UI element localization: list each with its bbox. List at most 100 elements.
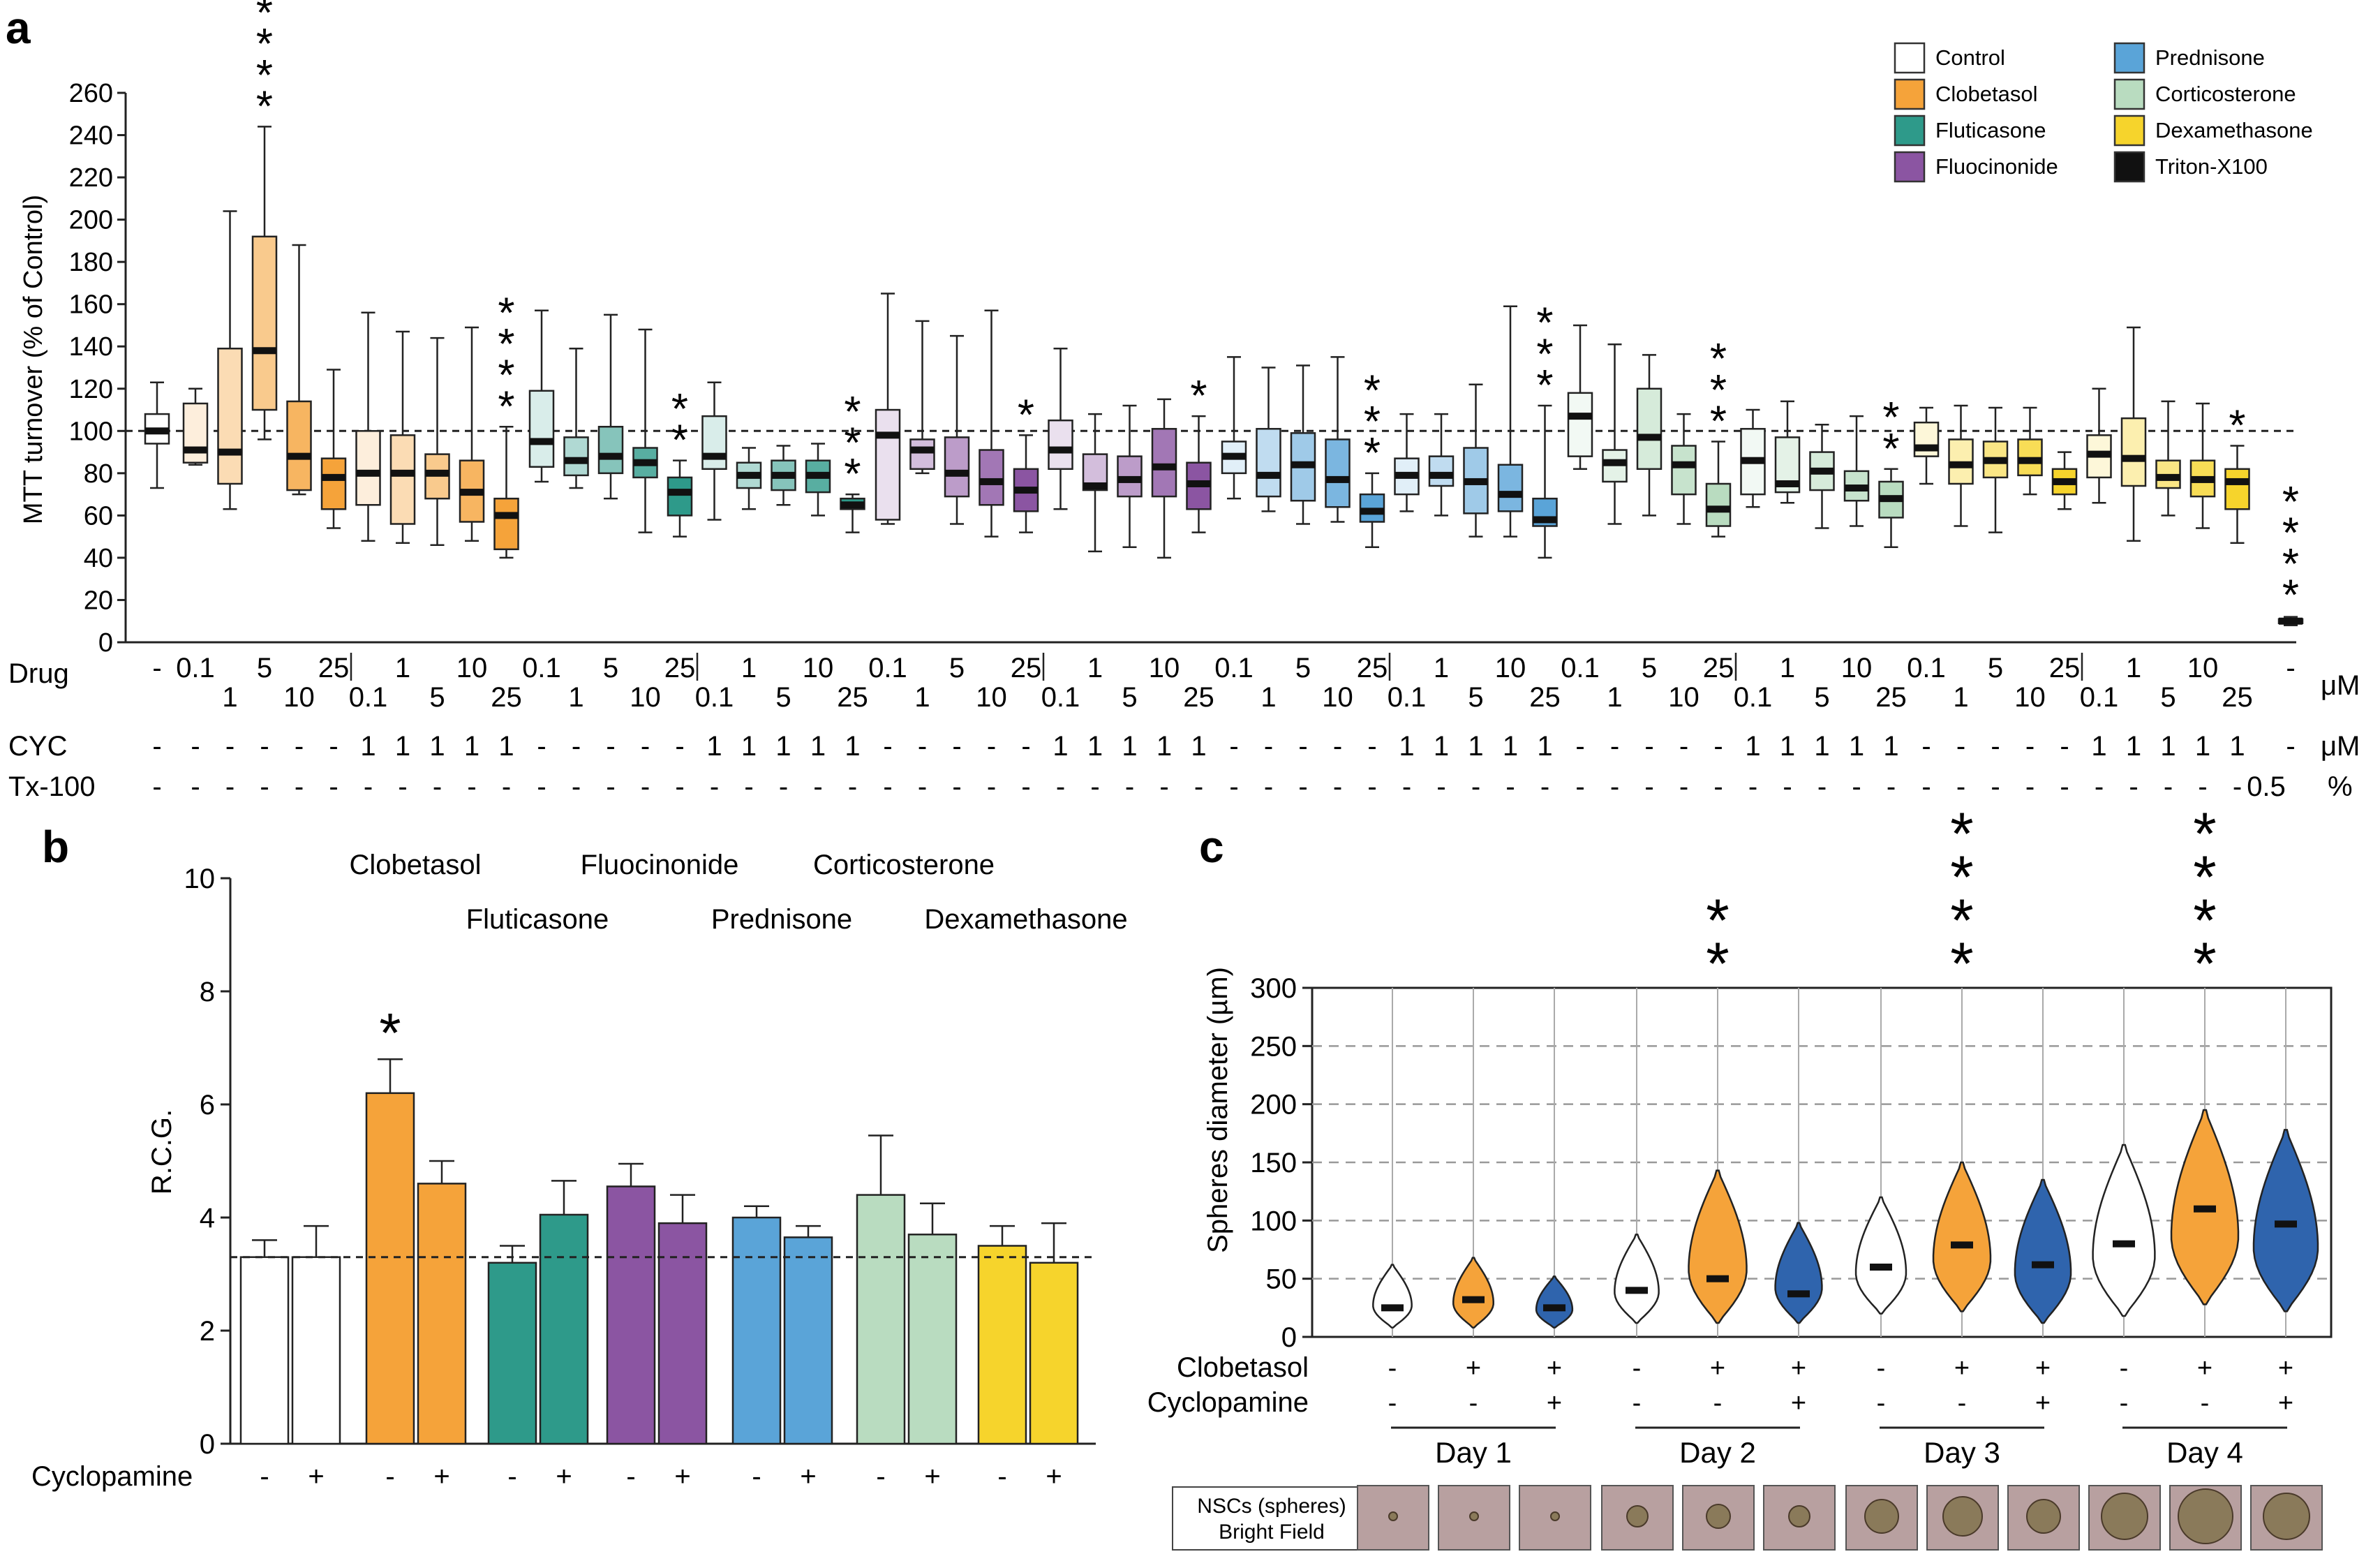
cyc-value-label: - [1229,731,1238,762]
box-median [1602,459,1627,466]
box-median [1741,457,1765,464]
box-corticosterone-5 [1740,408,1766,508]
box-corticosterone-6 [1774,400,1801,504]
cyc-value-label: - [606,731,615,762]
box-median [1984,457,2007,464]
drug-dose-label: 1 [568,682,583,713]
cyc-value-label: - [641,731,650,762]
sphere-image [2263,1493,2310,1540]
tx-value-label: - [918,771,927,802]
drug-dose-label: 1 [1260,682,1276,713]
tx-value-label: - [1748,771,1757,802]
box-dexamethasone-5 [2086,387,2112,504]
box-iqr [182,402,209,464]
cyclopamine-sign: - [260,1461,269,1492]
sphere-image [1469,1511,1479,1521]
tx-value-label: - [1575,771,1584,802]
box-iqr [979,449,1004,506]
c-y-tick-label: 0 [1281,1322,1297,1353]
significance-stars: * [1706,887,1729,954]
tx-value-label: - [1194,771,1203,802]
cyc-row-label: CYC [8,731,67,762]
drug-dose-label: 25 [1183,682,1214,713]
clobetasol-sign: + [1547,1354,1562,1383]
cyc-value-label: - [1333,731,1342,762]
violin-median [1706,1275,1729,1282]
cyc-value-label: - [675,731,684,762]
cyc-value-label: 1 [2229,731,2245,762]
legend: Control Clobetasol Fluticasone Fluocinonide… [1894,42,2313,183]
cyc-value-label: - [883,731,892,762]
legend-swatch [1894,151,1926,183]
drug-dose-label: 25 [1357,653,1388,683]
legend-swatch [2113,42,2145,74]
tx-value-label: - [744,771,753,802]
box-median [1394,471,1419,479]
box-prednisone-9 [1532,404,1558,559]
tx-value-label: - [1887,771,1896,802]
box-fluticasone-3 [632,328,658,533]
legend-swatch [1894,78,1926,110]
box-fluocinonide-8 [1151,398,1177,559]
cyc-value-label: - [1991,731,2000,762]
tx-row-label: Tx-100 [8,771,96,802]
drug-dose-label: 10 [2187,653,2219,683]
drug-dose-label: 5 [1122,682,1137,713]
violin-median [2275,1220,2297,1228]
box-clobetasol-5 [355,311,381,542]
cyclopamine-sign: - [1632,1389,1642,1418]
bar [417,1183,467,1445]
cyclopamine-sign: - [1469,1389,1478,1418]
legend-swatch [1894,42,1926,74]
b-y-tick-label: 0 [200,1429,215,1460]
image-caption-line1: NSCs (spheres) [1197,1495,1346,1518]
box-median [145,427,169,435]
cyclopamine-sign: + [800,1461,816,1492]
drug-dose-label: 25 [1011,653,1042,683]
box-median [1152,463,1176,471]
box-prednisone-8 [1497,305,1524,538]
cyclopamine-row-label-c: Cyclopamine [1147,1387,1309,1418]
drug-label-fluticasone: Fluticasone [466,904,609,935]
cyc-value-label: - [537,731,546,762]
clobetasol-sign: - [1877,1354,1886,1383]
significance-stars: * [256,82,273,131]
cyc-value-label: - [918,731,927,762]
cyc-value-label: - [572,731,581,762]
box-iqr [355,430,381,506]
legend-label: Dexamethasone [2155,118,2313,142]
drug-dose-label: 10 [456,653,488,683]
box-median [322,473,345,481]
drug-label-fluocinonide: Fluocinonide [581,850,739,880]
tx-value-label: - [2233,771,2242,802]
box-fluocinonide-2 [944,334,970,525]
significance-stars: * [1536,330,1553,378]
box-iqr [1497,464,1524,512]
bar [783,1236,833,1445]
clobetasol-sign: - [2120,1354,2129,1383]
sphere-image [1864,1499,1899,1534]
box-corticosterone-9 [1878,468,1904,549]
significance-stars: * [1364,367,1381,415]
tx-value-label: - [1367,771,1376,802]
box-iqr [320,457,347,510]
drug-dose-label: 1 [1434,653,1449,683]
tx-value-label: - [1125,771,1134,802]
tx-value-label: - [813,771,822,802]
cyc-value-label: - [987,731,996,762]
cyc-value-label: - [1921,731,1931,762]
image-caption-line2: Bright Field [1219,1521,1325,1544]
significance-stars: * [844,419,861,467]
b-y-tick-label: 8 [200,977,215,1007]
box-median [1256,471,1281,479]
box-median [633,459,657,466]
tx-value-label: - [641,771,650,802]
significance-stars: * [1950,931,1973,998]
sphere-image [1626,1505,1649,1527]
box-iqr [909,438,935,471]
drug-dose-label: 1 [1780,653,1795,683]
drug-dose-label: 5 [257,653,272,683]
box-corticosterone-3 [1671,413,1697,525]
drug-dose-label: 0.1 [1214,653,1254,683]
tx-value-label: - [848,771,857,802]
